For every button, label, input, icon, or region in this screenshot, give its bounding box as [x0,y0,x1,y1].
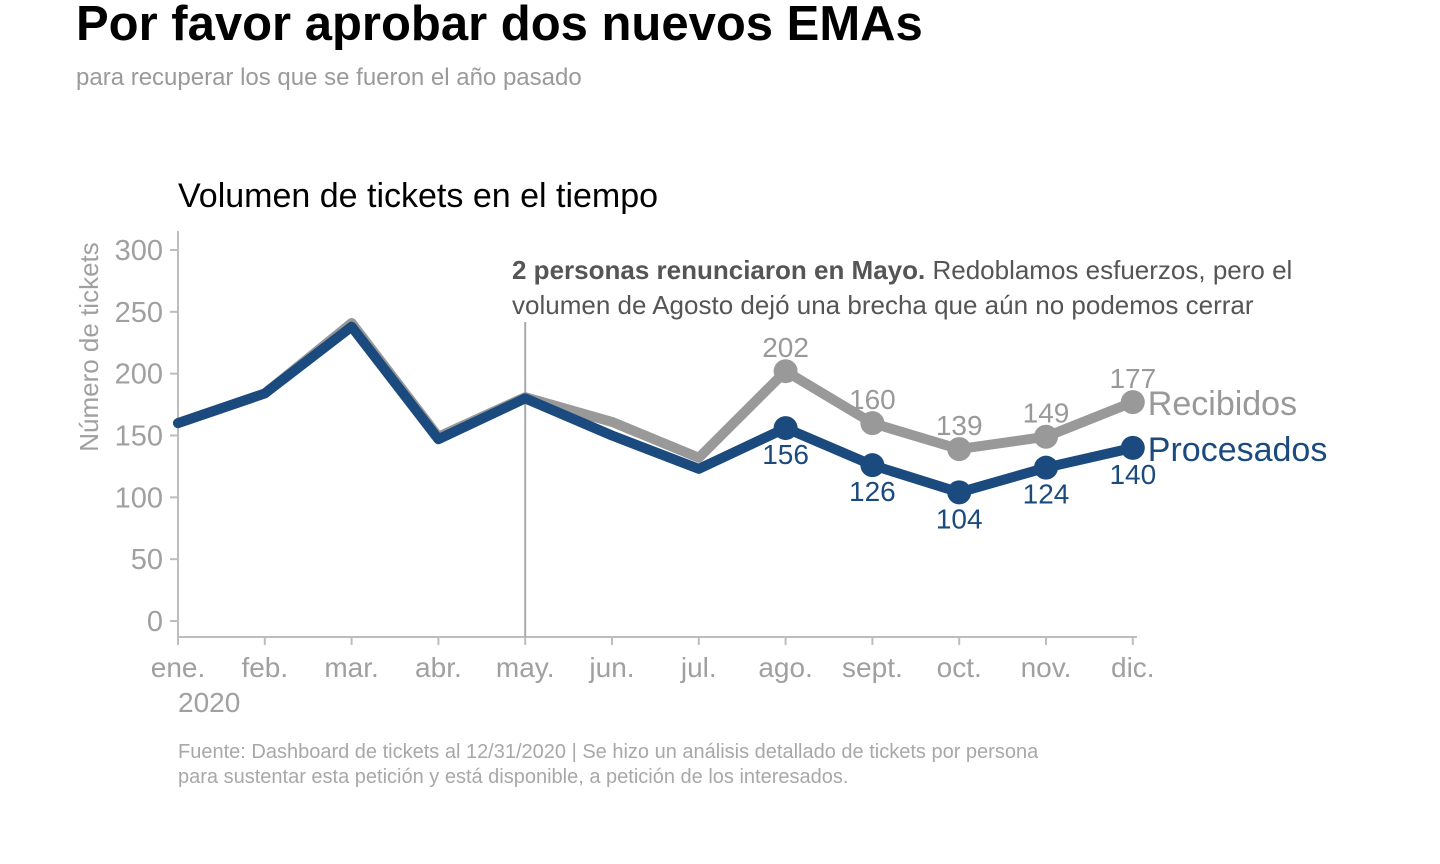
x-tick-label: abr. [415,652,462,683]
data-point-procesados [947,480,972,505]
series-name-procesados: Procesados [1148,431,1328,469]
x-tick-label: oct. [937,652,982,683]
data-label-procesados: 156 [762,439,809,470]
data-label-recibidos: 177 [1109,363,1156,394]
annotation-line-1: Redoblamos esfuerzos, pero el [925,255,1292,285]
data-label-recibidos: 139 [936,410,983,441]
data-label-recibidos: 160 [849,384,896,415]
data-label-procesados: 126 [849,476,896,507]
data-point-procesados [1120,435,1145,460]
x-tick-label: ago. [758,652,813,683]
data-label-procesados: 124 [1023,479,1070,510]
data-point-recibidos [860,411,885,436]
data-point-procesados [860,453,885,478]
annotation-text: 2 personas renunciaron en Mayo. Redoblam… [512,255,1292,285]
y-tick-label: 100 [115,482,163,514]
y-tick-label: 0 [147,606,163,638]
y-tick-label: 300 [115,235,163,267]
source-note: Fuente: Dashboard de tickets al 12/31/20… [178,740,1038,790]
y-tick-label: 200 [115,359,163,391]
annotation-bold: 2 personas renunciaron en Mayo. [512,255,925,285]
x-tick-label: sept. [842,652,903,683]
x-tick-label: nov. [1021,652,1072,683]
y-axis-label: Número de tickets [74,242,104,452]
source-line-2: para sustentar esta petición y está disp… [178,766,849,788]
x-tick-label: mar. [324,652,378,683]
data-point-recibidos [773,359,798,384]
x-tick-label: jul. [680,652,717,683]
y-tick-label: 250 [115,297,163,329]
data-point-procesados [773,416,798,441]
chart-title: Volumen de tickets en el tiempo [178,177,658,215]
data-point-procesados [1034,455,1058,480]
page-title: Por favor aprobar dos nuevos EMAs [76,0,923,51]
data-label-procesados: 140 [1109,459,1156,490]
y-tick-label: 50 [131,544,163,576]
annotation-line-2: volumen de Agosto dejó una brecha que aú… [512,290,1254,320]
x-tick-label: may. [496,652,555,683]
x-tick-label: ene. [151,652,206,683]
source-line-1: Fuente: Dashboard de tickets al 12/31/20… [178,741,1039,763]
x-tick-label: jun. [588,652,634,683]
data-label-recibidos: 202 [762,332,809,363]
data-label-recibidos: 149 [1023,398,1070,429]
x-tick-label: dic. [1111,652,1155,683]
page-subtitle: para recuperar los que se fueron el año … [76,64,582,91]
data-label-procesados: 104 [936,503,983,534]
data-point-recibidos [1120,390,1145,415]
x-axis-year-label: 2020 [178,687,240,718]
data-point-recibidos [1034,424,1058,449]
series-line-procesados [173,321,1138,498]
x-tick-label: feb. [241,652,288,683]
series-name-recibidos: Recibidos [1148,385,1297,423]
series-line-recibidos [173,317,1138,463]
data-point-recibidos [947,437,972,462]
y-tick-label: 150 [115,421,163,453]
